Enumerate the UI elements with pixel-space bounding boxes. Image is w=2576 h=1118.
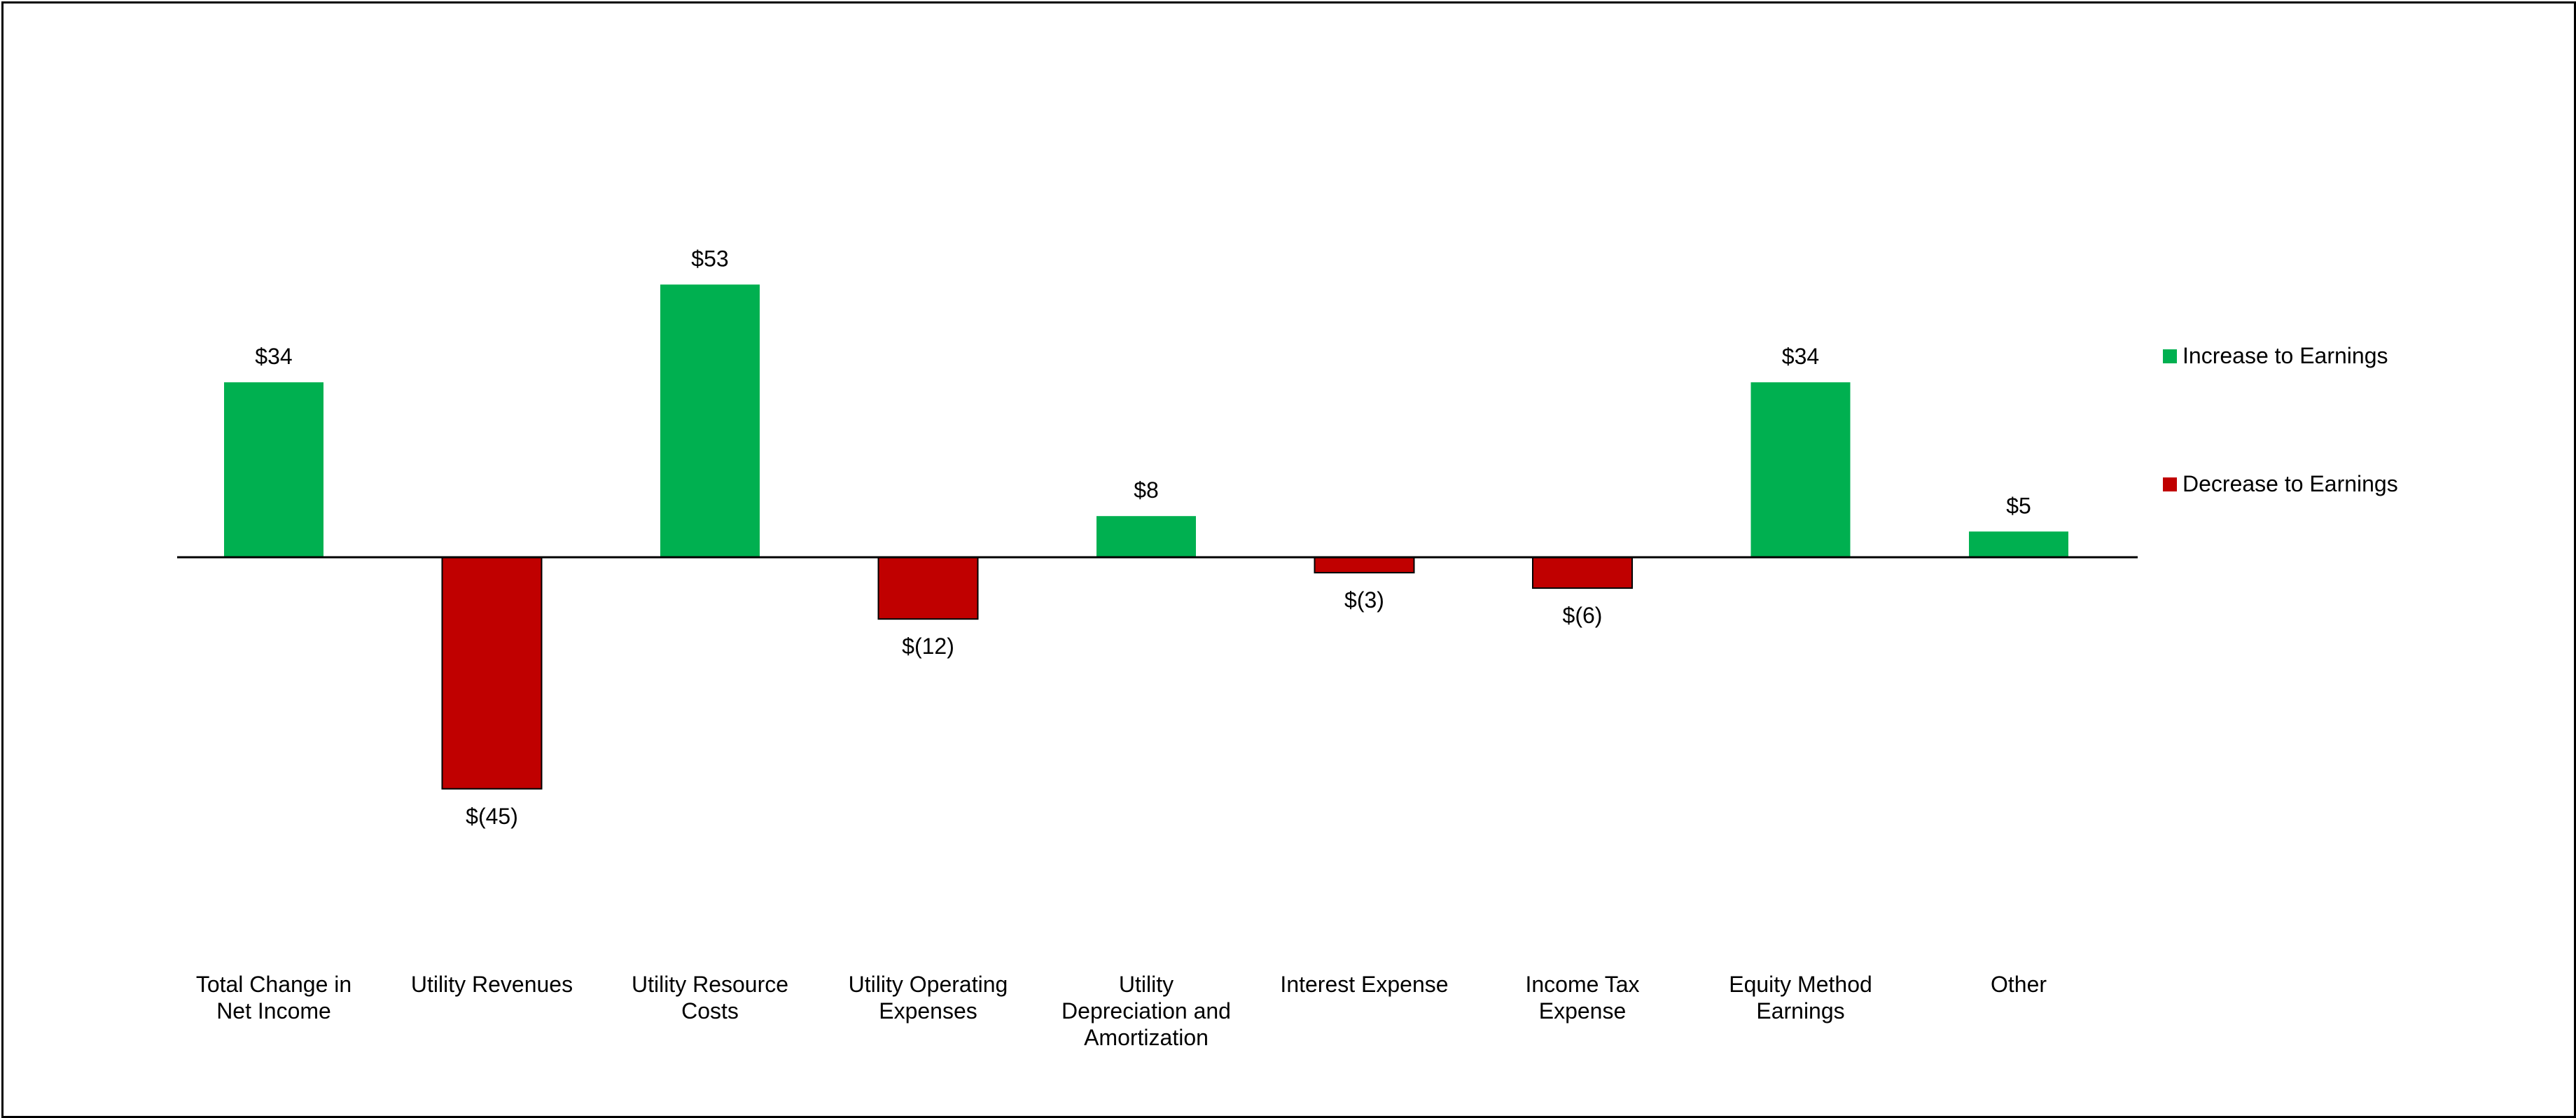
data-label-0: $34 xyxy=(255,344,292,369)
category-label-3-line-0: Utility Operating xyxy=(849,972,1008,997)
category-label-7-line-0: Equity Method xyxy=(1729,972,1872,997)
category-label-0-line-0: Total Change in xyxy=(196,972,351,997)
bar-3 xyxy=(877,557,979,620)
category-label-6-line-1: Expense xyxy=(1539,998,1627,1023)
bar-6 xyxy=(1532,557,1633,589)
category-label-4-line-0: Utility xyxy=(1119,972,1174,997)
data-label-8: $5 xyxy=(2006,493,2031,518)
category-label-4-line-1: Depreciation and xyxy=(1061,998,1231,1023)
data-label-2: $53 xyxy=(691,246,728,271)
category-label-6-line-0: Income Tax xyxy=(1525,972,1639,997)
bar-1 xyxy=(441,557,543,790)
bar-5 xyxy=(1314,557,1415,574)
data-label-1: $(45) xyxy=(466,804,518,829)
data-label-5: $(3) xyxy=(1344,587,1384,613)
data-label-6: $(6) xyxy=(1563,603,1603,628)
bar-7 xyxy=(1750,382,1851,557)
category-label-1: Utility Revenues xyxy=(411,972,573,997)
data-label-3: $(12) xyxy=(902,634,954,659)
bars-group xyxy=(224,284,2068,790)
data-label-7: $34 xyxy=(1782,344,1819,369)
bar-0 xyxy=(224,382,323,557)
category-label-0-line-1: Net Income xyxy=(216,998,331,1023)
category-label-2-line-0: Utility Resource xyxy=(632,972,788,997)
waterfall-bar-chart: $34 $(45) $53 $(12) $8 $(3) $(6) $34 $5 Total Ch… xyxy=(177,246,2398,1050)
category-label-3-line-1: Expenses xyxy=(879,998,977,1023)
data-labels-group: $34 $(45) $53 $(12) $8 $(3) $(6) $34 $5 xyxy=(255,246,2031,828)
bar-2 xyxy=(660,284,760,557)
category-label-7-line-1: Earnings xyxy=(1756,998,1844,1023)
category-label-4-line-2: Amortization xyxy=(1084,1025,1209,1050)
legend-increase-label: Increase to Earnings xyxy=(2182,343,2388,368)
legend: Increase to Earnings Decrease to Earning… xyxy=(2163,343,2398,496)
legend-decrease-label: Decrease to Earnings xyxy=(2182,471,2398,496)
bar-4 xyxy=(1096,516,1196,557)
legend-increase-swatch xyxy=(2163,349,2177,363)
bar-8 xyxy=(1969,531,2068,557)
category-label-2-line-1: Costs xyxy=(681,998,739,1023)
legend-decrease-swatch xyxy=(2163,477,2177,491)
category-label-8: Other xyxy=(1991,972,2047,997)
category-label-5: Interest Expense xyxy=(1280,972,1448,997)
data-label-4: $8 xyxy=(1134,477,1159,503)
